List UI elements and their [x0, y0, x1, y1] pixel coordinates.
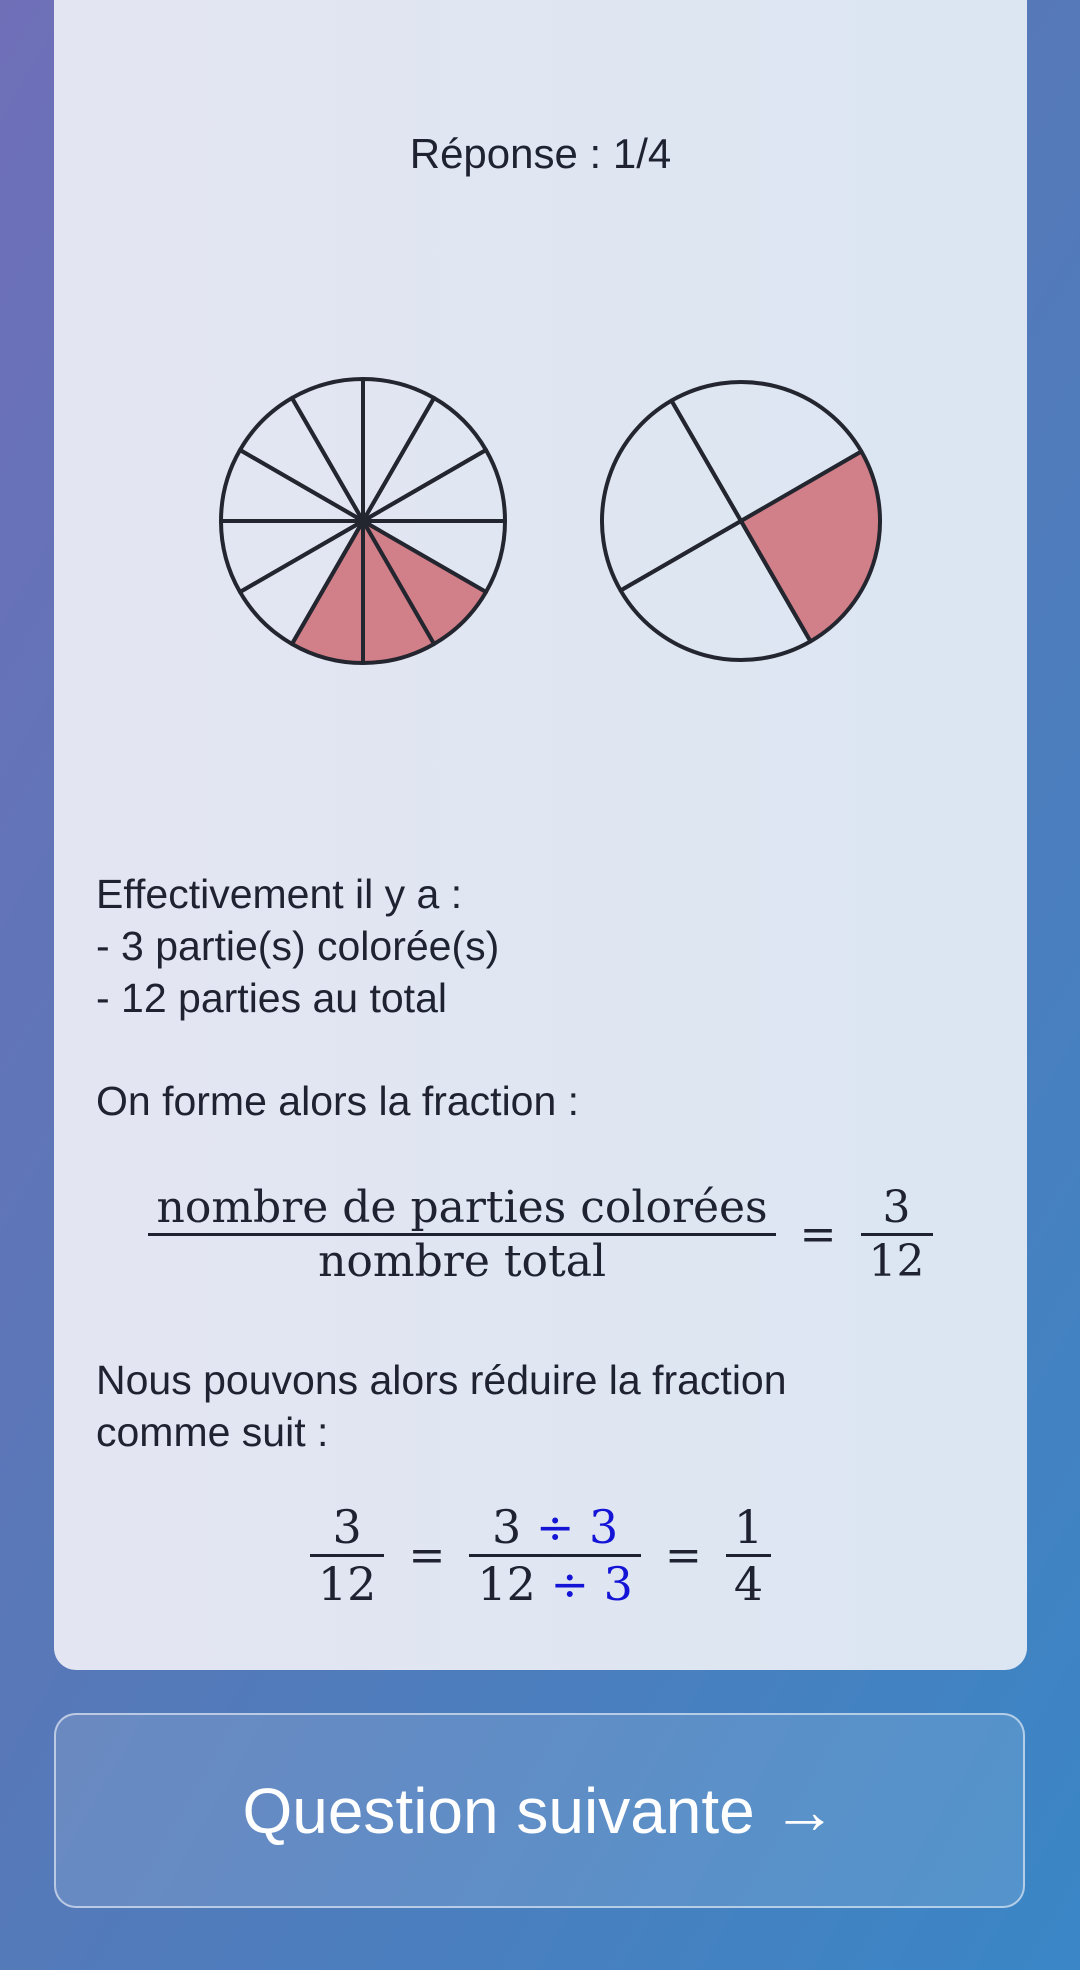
equals-sign: = [664, 1530, 702, 1581]
fraction-definition-left: nombre de parties colorées nombre total [148, 1182, 776, 1287]
denominator-divisor: ÷ 3 [550, 1557, 633, 1611]
pie-slice [290, 377, 365, 523]
pie-slice [669, 380, 864, 523]
fraction-bar [469, 1554, 641, 1557]
fraction-definition: nombre de parties colorées nombre total … [54, 1182, 1027, 1287]
fraction-numerator: nombre de parties colorées [156, 1182, 768, 1233]
explanation-intro: Effectivement il y a : [96, 871, 463, 917]
pie-charts [219, 377, 882, 665]
fraction-definition-right: 3 12 [860, 1182, 933, 1287]
fraction-numerator: 3 ÷ 3 [484, 1500, 626, 1554]
fraction-denominator: 12 ÷ 3 [469, 1557, 641, 1611]
fraction-numerator: 1 [733, 1500, 764, 1554]
fraction-denominator: 12 [868, 1236, 925, 1287]
explanation-form-fraction: On forme alors la fraction : [96, 1078, 580, 1124]
next-question-button[interactable]: Question suivante → [54, 1713, 1025, 1908]
denominator-value: 12 [477, 1557, 536, 1611]
equals-sign: = [408, 1530, 446, 1581]
explanation-reduce: Nous pouvons alors réduire la fraction [96, 1357, 787, 1403]
answer-label: Réponse : 1/4 [409, 130, 672, 177]
fraction-division: 3 ÷ 3 12 ÷ 3 [469, 1500, 641, 1611]
pie-slice [618, 519, 813, 662]
solution-card: Réponse : 1/4 Effectivement il y a : - 3… [54, 0, 1027, 1670]
fraction-numerator: 3 [882, 1182, 911, 1233]
fraction-denominator: 4 [733, 1557, 764, 1611]
fraction-reduced: 1 4 [725, 1500, 772, 1611]
fraction-denominator: nombre total [318, 1236, 607, 1287]
pie-twelve [219, 377, 507, 665]
explanation-total-count: - 12 parties au total [96, 975, 447, 1021]
fraction-reduction: 3 12 = 3 ÷ 3 12 ÷ 3 = 1 4 [54, 1500, 1027, 1611]
explanation-colored-count: - 3 partie(s) colorée(s) [96, 923, 500, 969]
fraction-bar [860, 1233, 933, 1236]
fraction-bar [148, 1233, 776, 1236]
fraction-original: 3 12 [309, 1500, 385, 1611]
fraction-bar [309, 1554, 385, 1557]
equals-sign: = [799, 1209, 837, 1260]
fraction-bar [725, 1554, 772, 1557]
numerator-value: 3 [491, 1500, 522, 1554]
fraction-denominator: 12 [317, 1557, 377, 1611]
pie-quarter [600, 380, 882, 662]
fraction-numerator: 3 [332, 1500, 362, 1554]
pie-slice [600, 398, 743, 593]
explanation-reduce-cont: comme suit : [96, 1409, 329, 1455]
pie-slice-colored [739, 449, 882, 644]
numerator-divisor: ÷ 3 [535, 1500, 619, 1554]
